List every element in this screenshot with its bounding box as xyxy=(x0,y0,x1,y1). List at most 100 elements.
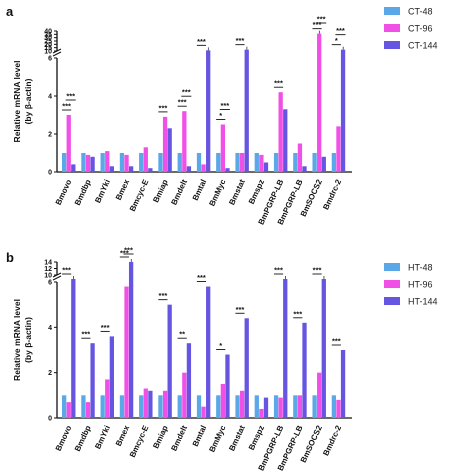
bar-a-CT-96 xyxy=(85,154,91,172)
bar-b-HT-48 xyxy=(81,395,86,418)
significance-label-a: *** xyxy=(66,92,75,101)
bar-a-CT-96 xyxy=(124,154,129,172)
x-category-label-a: Bmdrc-2 xyxy=(321,178,343,212)
bar-b-HT-96 xyxy=(143,388,148,418)
bar-b-HT-144 xyxy=(109,336,114,418)
bar-b-HT-48 xyxy=(158,395,163,418)
bar-a-CT-48 xyxy=(235,153,240,172)
y-tick-label-b: 10 xyxy=(44,273,52,280)
bar-a-CT-144 xyxy=(340,49,346,172)
bar-b-HT-144 xyxy=(167,304,172,418)
significance-label-a: *** xyxy=(317,15,326,24)
y-tick-label-a: 35 xyxy=(44,32,52,39)
significance-label-b: *** xyxy=(81,330,90,339)
axis-break-mark-b xyxy=(52,275,62,281)
legend-swatch-b-HT-96 xyxy=(384,280,400,288)
bar-b-HT-48 xyxy=(293,395,298,418)
bar-b-HT-96 xyxy=(162,390,168,418)
bar-a-CT-48 xyxy=(254,153,259,172)
bar-a-CT-144 xyxy=(148,168,153,172)
bar-b-HT-48 xyxy=(119,395,125,418)
significance-label-b: ** xyxy=(179,330,185,339)
significance-label-b: *** xyxy=(124,246,133,255)
bar-a-CT-48 xyxy=(312,153,317,172)
x-category-label-a: Bmspz xyxy=(247,178,266,206)
bar-a-CT-96 xyxy=(317,33,322,172)
significance-label-a: * xyxy=(335,36,338,45)
bar-b-HT-96 xyxy=(201,406,206,418)
significance-label-a: *** xyxy=(178,98,187,107)
bar-a-CT-96 xyxy=(336,126,341,172)
significance-label-a: *** xyxy=(336,26,345,35)
bar-b-HT-144 xyxy=(186,343,192,418)
bar-a-CT-48 xyxy=(177,153,182,172)
significance-label-b: *** xyxy=(101,323,110,332)
legend-label-b-HT-96: HT-96 xyxy=(408,280,433,290)
x-category-label-a: Bmex xyxy=(114,178,132,202)
significance-label-b: *** xyxy=(332,337,341,346)
bar-b-HT-48 xyxy=(331,395,337,418)
x-category-label-a: Bmtal xyxy=(191,178,209,202)
significance-label-b: *** xyxy=(313,266,322,275)
significance-label-b: *** xyxy=(236,305,245,314)
bar-a-CT-48 xyxy=(119,153,125,172)
x-category-label-a: Bmdelt xyxy=(169,178,189,207)
x-category-label-b: BmYki xyxy=(93,424,112,450)
bar-b-HT-144 xyxy=(244,318,249,418)
bar-b-HT-48 xyxy=(216,395,221,418)
y-tick-label-a: 0 xyxy=(48,170,52,177)
bar-b-HT-144 xyxy=(71,279,76,418)
bar-b-HT-48 xyxy=(254,395,259,418)
bar-b-HT-96 xyxy=(278,397,283,418)
bar-b-HT-96 xyxy=(259,408,264,418)
bar-b-HT-48 xyxy=(177,395,182,418)
x-category-label-a: Bmdbp xyxy=(73,178,93,207)
bar-b-HT-144 xyxy=(128,262,134,418)
significance-label-b: *** xyxy=(120,249,129,258)
x-category-label-b: Bmdrc-2 xyxy=(321,424,343,458)
bar-b-HT-144 xyxy=(148,390,153,418)
significance-label-b: *** xyxy=(274,266,283,275)
bar-a-CT-144 xyxy=(263,162,269,172)
bar-b-HT-96 xyxy=(220,384,226,418)
x-category-label-b: Bmtal xyxy=(191,424,209,448)
bar-a-CT-144 xyxy=(71,164,76,172)
x-category-label-b: Bmstat xyxy=(227,424,247,453)
bar-a-CT-144 xyxy=(186,166,192,172)
legend-swatch-b-HT-48 xyxy=(384,263,400,271)
y-axis-label-b: Relative mRNA level xyxy=(12,299,22,381)
legend-label-b-HT-48: HT-48 xyxy=(408,263,433,273)
y-tick-label-b: 12 xyxy=(44,266,52,273)
significance-label-a: *** xyxy=(220,101,229,110)
y-tick-label-a: 2 xyxy=(48,132,52,139)
x-category-label-a: Bmstat xyxy=(227,178,247,207)
chart-panel-a: Relative mRNA level (by β-actin) 0 2 4 610152… xyxy=(12,7,438,227)
bar-a-CT-144 xyxy=(225,168,230,172)
panel-letter-b: b xyxy=(6,250,14,265)
legend-swatch-a-CT-48 xyxy=(384,7,400,15)
bar-b-HT-96 xyxy=(124,286,129,418)
bar-b-HT-48 xyxy=(312,395,317,418)
bar-a-CT-144 xyxy=(283,109,288,172)
y-tick-label-b: 2 xyxy=(48,370,52,377)
bar-b-HT-96 xyxy=(85,402,91,418)
bar-a-CT-144 xyxy=(244,49,249,172)
bar-a-CT-144 xyxy=(90,156,95,172)
significance-label-a: *** xyxy=(159,103,168,112)
x-category-label-b: Bmovo xyxy=(54,424,74,452)
significance-label-b: * xyxy=(219,341,222,350)
bar-b-HT-96 xyxy=(297,395,303,418)
bar-b-HT-96 xyxy=(336,399,341,418)
bar-b-HT-48 xyxy=(196,395,202,418)
y-tick-label-a: 10 xyxy=(44,49,52,56)
bar-a-CT-144 xyxy=(128,166,134,172)
bar-b-HT-48 xyxy=(235,395,240,418)
y-tick-label-a: 15 xyxy=(44,45,52,52)
bar-b-HT-48 xyxy=(62,395,67,418)
bar-a-CT-96 xyxy=(259,154,264,172)
y-axis-label-b: (by β-actin) xyxy=(23,317,33,363)
y-tick-label-b: 14 xyxy=(44,260,52,267)
legend-swatch-b-HT-144 xyxy=(384,297,400,305)
bar-b-HT-96 xyxy=(239,390,245,418)
